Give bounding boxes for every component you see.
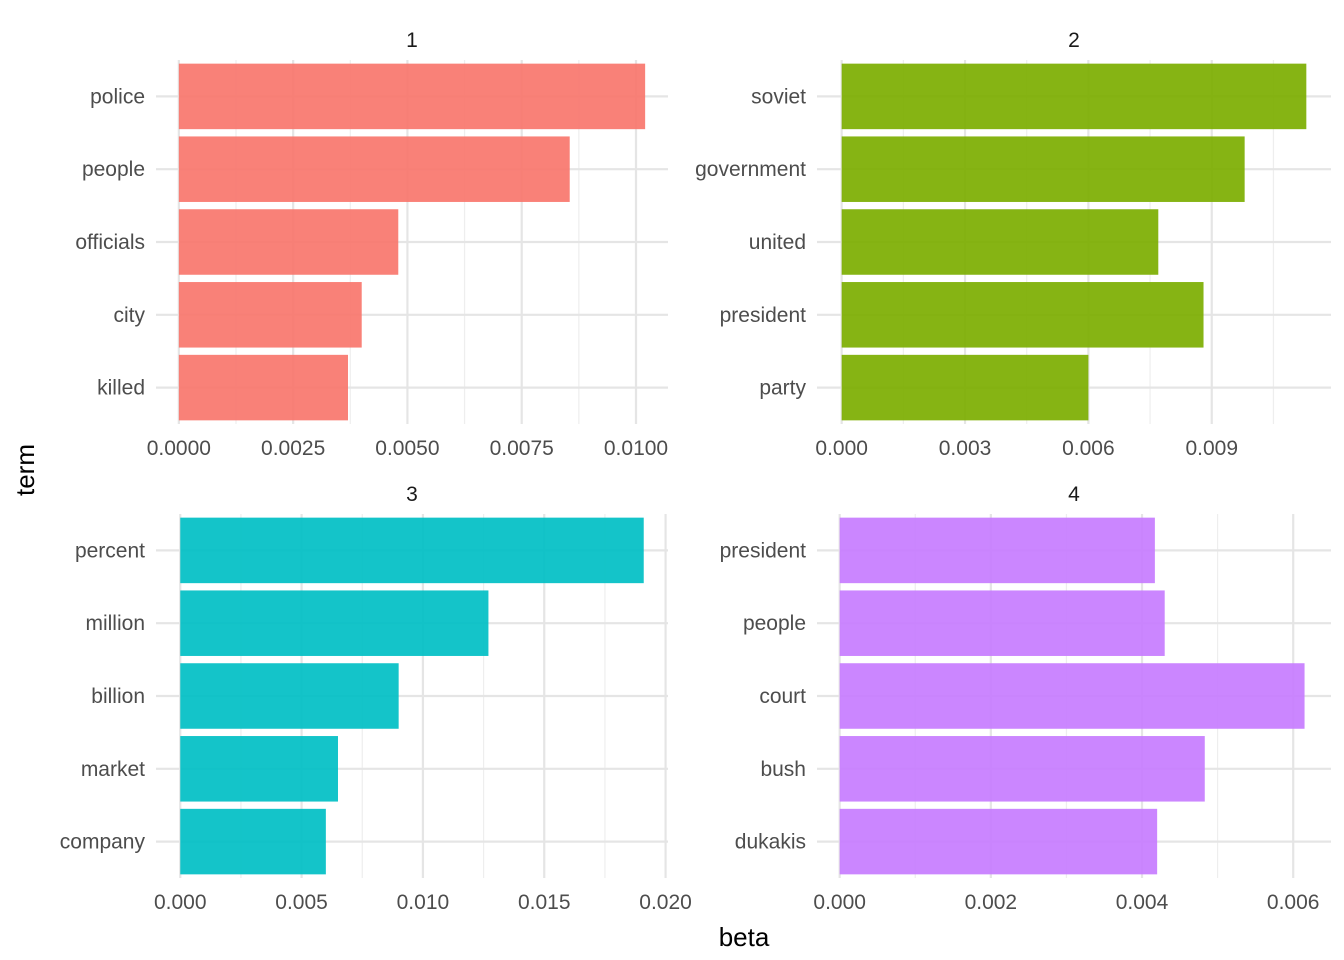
- facet-title: 3: [406, 483, 418, 506]
- bar-bush: [839, 736, 1205, 802]
- bar-united: [841, 209, 1159, 275]
- facet-title: 2: [1068, 29, 1080, 52]
- x-tick-label: 0.0025: [261, 437, 325, 460]
- y-axis-title: term: [10, 444, 40, 496]
- bar-people: [839, 590, 1165, 656]
- facet-title: 4: [1068, 483, 1080, 506]
- x-tick-label: 0.006: [1062, 437, 1115, 460]
- y-tick-label: percent: [75, 539, 145, 562]
- x-tick-label: 0.0075: [490, 437, 554, 460]
- y-tick-label: people: [82, 158, 145, 181]
- y-tick-label: government: [695, 158, 806, 181]
- x-tick-label: 0.0000: [147, 437, 211, 460]
- x-tick-label: 0.009: [1185, 437, 1238, 460]
- bar-billion: [180, 663, 399, 729]
- y-tick-label: market: [81, 758, 145, 781]
- x-tick-label: 0.000: [154, 891, 207, 914]
- x-tick-label: 0.005: [275, 891, 328, 914]
- x-tick-label: 0.000: [815, 437, 868, 460]
- y-tick-label: police: [90, 85, 145, 108]
- bar-police: [178, 63, 646, 130]
- y-tick-label: company: [60, 831, 146, 854]
- x-tick-label: 0.004: [1116, 891, 1169, 914]
- y-tick-label: president: [720, 539, 807, 562]
- bar-city: [178, 282, 362, 348]
- x-axis-title: beta: [719, 922, 770, 952]
- y-tick-label: people: [743, 612, 806, 635]
- facet-title: 1: [406, 29, 418, 52]
- facet-panel-4: president people court bush dukakis 0.000 0.00…: [720, 483, 1331, 914]
- facet-panel-2: soviet government united president party 0.00…: [695, 29, 1331, 460]
- x-tick-label: 0.010: [397, 891, 450, 914]
- bar-party: [841, 354, 1089, 421]
- bar-company: [180, 808, 326, 875]
- y-tick-label: billion: [91, 685, 145, 708]
- x-tick-label: 0.0050: [375, 437, 439, 460]
- bar-dukakis: [839, 808, 1158, 875]
- y-tick-label: bush: [760, 758, 806, 781]
- y-tick-label: officials: [75, 231, 145, 254]
- facet-panel-1: police people officials city killed 0.0000 0.0…: [75, 29, 668, 460]
- bar-president: [839, 517, 1155, 584]
- bar-market: [180, 736, 338, 802]
- y-tick-label: party: [759, 377, 806, 400]
- bar-president: [841, 282, 1204, 348]
- y-tick-label: soviet: [751, 85, 806, 108]
- y-tick-label: president: [720, 304, 807, 327]
- y-tick-label: united: [749, 231, 806, 254]
- y-tick-label: city: [114, 304, 146, 327]
- y-tick-label: dukakis: [735, 831, 806, 854]
- bar-government: [841, 136, 1245, 202]
- x-tick-label: 0.020: [639, 891, 692, 914]
- x-tick-label: 0.006: [1267, 891, 1320, 914]
- bar-people: [178, 136, 570, 202]
- bar-court: [839, 663, 1305, 729]
- y-tick-label: court: [759, 685, 806, 708]
- bar-killed: [178, 354, 348, 421]
- bar-officials: [178, 209, 399, 275]
- bar-percent: [180, 517, 644, 584]
- y-tick-label: million: [85, 612, 145, 635]
- facet-panel-3: percent million billion market company 0.000 0…: [60, 483, 692, 914]
- x-tick-label: 0.002: [965, 891, 1018, 914]
- x-tick-label: 0.000: [813, 891, 866, 914]
- x-tick-label: 0.003: [939, 437, 992, 460]
- y-tick-label: killed: [97, 377, 145, 400]
- bar-million: [180, 590, 489, 656]
- x-tick-label: 0.015: [518, 891, 571, 914]
- bar-soviet: [841, 63, 1307, 130]
- x-tick-label: 0.0100: [604, 437, 668, 460]
